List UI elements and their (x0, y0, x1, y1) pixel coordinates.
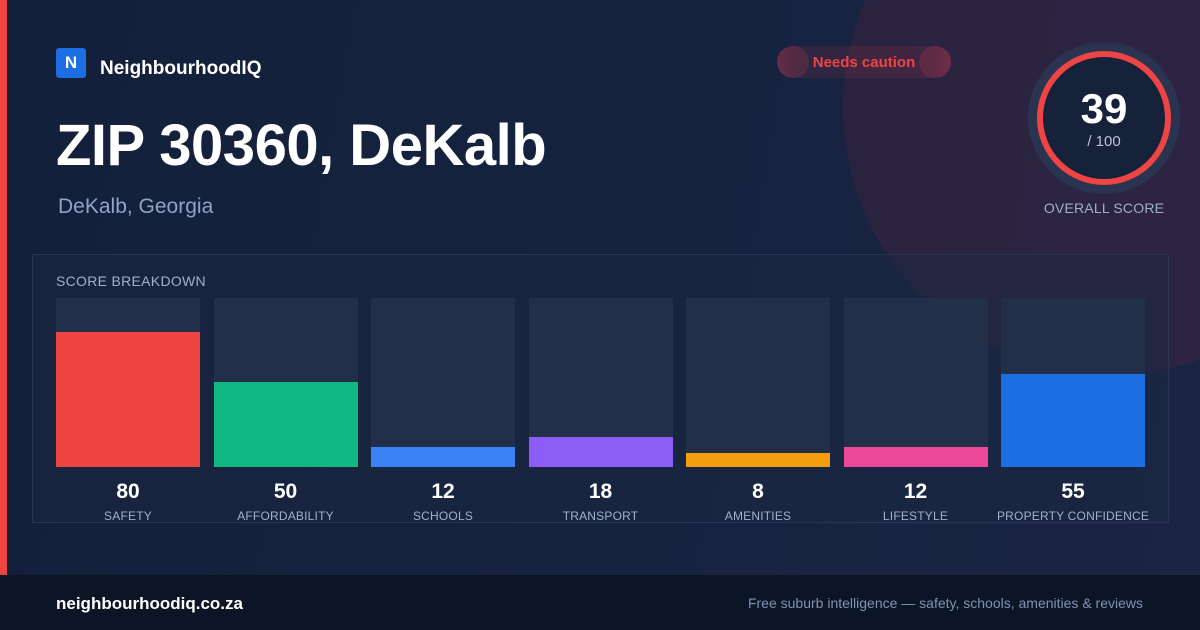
bar-column-transport: 18 TRANSPORT (528, 298, 673, 523)
bar-column-property-confidence: 55 PROPERTY CONFIDENCE (997, 298, 1149, 523)
bar-track-property-confidence (1001, 298, 1145, 467)
bar-column-lifestyle: 12 LIFESTYLE (843, 298, 988, 523)
status-badge-label: Needs caution (812, 53, 916, 71)
status-badge: Needs caution (777, 46, 951, 78)
bar-fill-transport (528, 437, 673, 467)
bar-column-safety: 80 SAFETY (56, 298, 200, 523)
bar-label-amenities: AMENITIES (724, 509, 792, 523)
score-breakdown-bars: 80 SAFETY 50 AFFORDABILITY 12 SCHOOLS 18 TRANSP… (56, 298, 1149, 523)
footer: neighbourhoodiq.co.za Free suburb intell… (0, 575, 1200, 630)
bar-value-affordability: 50 (273, 480, 298, 503)
bar-track-schools (371, 298, 515, 467)
bar-fill-amenities (686, 453, 830, 467)
bar-value-safety: 80 (116, 480, 140, 503)
bar-value-lifestyle: 12 (903, 480, 928, 503)
bar-fill-safety (56, 332, 200, 467)
bar-track-transport (528, 298, 673, 467)
bar-track-lifestyle (843, 298, 988, 467)
bar-track-safety (56, 298, 200, 467)
brand: N NeighbourhoodIQ (56, 46, 261, 80)
bar-value-transport: 18 (588, 480, 613, 503)
page-title: ZIP 30360, DeKalb (56, 113, 547, 178)
brand-logo-icon: N (56, 48, 86, 78)
bar-label-transport: TRANSPORT (562, 509, 639, 523)
bar-fill-schools (371, 447, 515, 467)
bar-column-affordability: 50 AFFORDABILITY (213, 298, 358, 523)
bar-value-property-confidence: 55 (1061, 480, 1085, 503)
bar-label-lifestyle: LIFESTYLE (882, 509, 949, 523)
overall-score-value: 39 (1080, 84, 1128, 132)
bar-value-amenities: 8 (752, 480, 764, 503)
left-accent-stripe (0, 0, 7, 575)
bar-track-affordability (213, 298, 358, 467)
bar-label-schools: SCHOOLS (412, 509, 474, 523)
page-subtitle: DeKalb, Georgia (58, 195, 214, 218)
bar-label-affordability: AFFORDABILITY (237, 509, 334, 523)
bar-track-amenities (686, 298, 830, 467)
footer-domain: neighbourhoodiq.co.za (56, 594, 243, 613)
bar-fill-affordability (213, 382, 358, 467)
overall-score-label: OVERALL SCORE (1043, 200, 1165, 216)
bar-label-safety: SAFETY (104, 509, 152, 523)
bar-value-schools: 12 (431, 480, 455, 503)
footer-tagline: Free suburb intelligence — safety, schoo… (747, 595, 1143, 611)
bar-fill-property-confidence (1001, 374, 1145, 467)
score-breakdown-panel: SCORE BREAKDOWN 80 SAFETY 50 AFFORDABILITY 1… (32, 254, 1169, 523)
bar-column-schools: 12 SCHOOLS (371, 298, 515, 523)
overall-score-max: / 100 (1087, 132, 1121, 150)
bar-fill-lifestyle (843, 447, 988, 467)
bar-column-amenities: 8 AMENITIES (686, 298, 830, 523)
brand-name: NeighbourhoodIQ (100, 58, 262, 79)
overall-score-ring: 39 / 100 (1028, 42, 1180, 194)
overall-score-dial: 39 / 100 (1037, 51, 1171, 185)
score-breakdown-title: SCORE BREAKDOWN (56, 273, 206, 289)
bar-label-property-confidence: PROPERTY CONFIDENCE (996, 509, 1150, 523)
